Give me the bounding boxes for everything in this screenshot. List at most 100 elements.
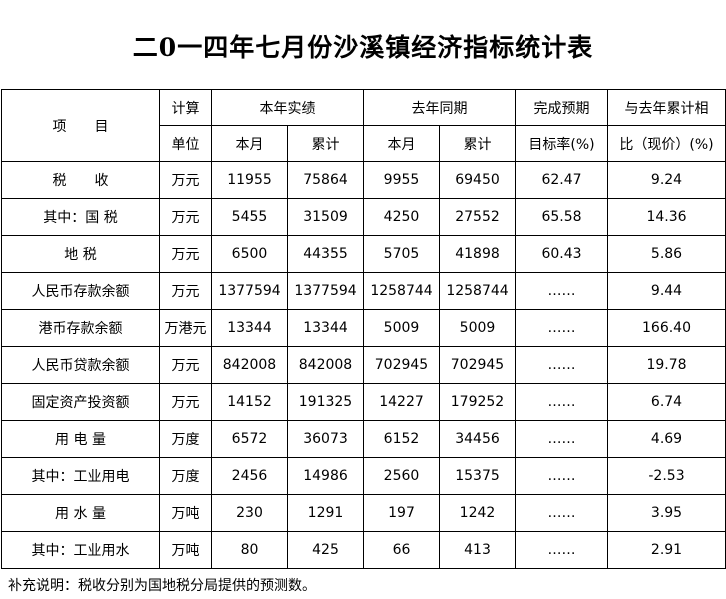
this-year-month-cell: 6500 xyxy=(211,235,288,273)
this-year-cumulative-cell: 1377594 xyxy=(287,272,364,310)
row-unit-cell: 万元 xyxy=(159,198,212,236)
this-year-cumulative-cell: 14986 xyxy=(287,457,364,495)
last-year-month-cell: 4250 xyxy=(363,198,440,236)
this-year-month-cell: 1377594 xyxy=(211,272,288,310)
row-name-cell: 用 水 量 xyxy=(1,494,160,532)
header-last-year-cumulative: 累计 xyxy=(439,125,516,162)
header-target-rate-bottom: 目标率(%) xyxy=(515,125,608,162)
this-year-month-cell: 5455 xyxy=(211,198,288,236)
target-rate-cell: …… xyxy=(515,457,608,495)
yoy-change-cell: 5.86 xyxy=(607,235,726,273)
header-this-year: 本年实绩 xyxy=(211,89,364,126)
table-row: 税 收万元 11955 75864 9955 69450 62.47 9.24 xyxy=(1,161,726,199)
last-year-cumulative-cell: 413 xyxy=(439,531,516,569)
this-year-month-cell: 13344 xyxy=(211,309,288,347)
this-year-month-cell: 842008 xyxy=(211,346,288,384)
yoy-change-cell: 3.95 xyxy=(607,494,726,532)
last-year-month-cell: 9955 xyxy=(363,161,440,199)
row-unit-cell: 万港元 xyxy=(159,309,212,347)
last-year-month-cell: 2560 xyxy=(363,457,440,495)
header-this-year-month: 本月 xyxy=(211,125,288,162)
header-calc: 计算 xyxy=(159,89,212,126)
row-name-cell: 用 电 量 xyxy=(1,420,160,458)
row-unit-cell: 万吨 xyxy=(159,494,212,532)
statistics-table: 项 目 计算 本年实绩 去年同期 完成预期 与去年累计相 单位 本月 累计 本月… xyxy=(1,89,726,569)
yoy-change-cell: 6.74 xyxy=(607,383,726,421)
this-year-month-cell: 6572 xyxy=(211,420,288,458)
target-rate-cell: …… xyxy=(515,531,608,569)
last-year-cumulative-cell: 27552 xyxy=(439,198,516,236)
header-row-2: 单位 本月 累计 本月 累计 目标率(%) 比（现价）(%) xyxy=(2,125,726,162)
this-year-cumulative-cell: 44355 xyxy=(287,235,364,273)
header-last-year: 去年同期 xyxy=(363,89,516,126)
last-year-cumulative-cell: 69450 xyxy=(439,161,516,199)
yoy-change-cell: 9.24 xyxy=(607,161,726,199)
header-target-rate-top: 完成预期 xyxy=(515,89,608,126)
row-name-cell: 税 收 xyxy=(1,161,160,199)
row-name-cell: 人民币贷款余额 xyxy=(1,346,160,384)
table-row: 用 电 量万度 6572 36073 6152 34456…… 4.69 xyxy=(1,420,726,458)
this-year-month-cell: 11955 xyxy=(211,161,288,199)
this-year-month-cell: 14152 xyxy=(211,383,288,421)
header-last-year-month: 本月 xyxy=(363,125,440,162)
yoy-change-cell: 9.44 xyxy=(607,272,726,310)
this-year-cumulative-cell: 36073 xyxy=(287,420,364,458)
yoy-change-cell: 14.36 xyxy=(607,198,726,236)
this-year-month-cell: 2456 xyxy=(211,457,288,495)
last-year-month-cell: 6152 xyxy=(363,420,440,458)
target-rate-cell: …… xyxy=(515,272,608,310)
last-year-month-cell: 702945 xyxy=(363,346,440,384)
target-rate-cell: …… xyxy=(515,383,608,421)
table-row: 地 税万元 6500 44355 5705 41898 60.43 5.86 xyxy=(1,235,726,273)
table-row: 人民币存款余额 万元 1377594 1377594 1258744 1258744…… 9… xyxy=(1,272,726,310)
last-year-cumulative-cell: 1242 xyxy=(439,494,516,532)
target-rate-cell: 60.43 xyxy=(515,235,608,273)
this-year-month-cell: 80 xyxy=(211,531,288,569)
table-row: 其中：工业用电 万度 2456 14986 2560 15375…… -2.53 xyxy=(1,457,726,495)
last-year-cumulative-cell: 34456 xyxy=(439,420,516,458)
target-rate-cell: …… xyxy=(515,420,608,458)
target-rate-cell: …… xyxy=(515,346,608,384)
row-name-cell: 其中：工业用水 xyxy=(1,531,160,569)
last-year-month-cell: 14227 xyxy=(363,383,440,421)
this-year-cumulative-cell: 75864 xyxy=(287,161,364,199)
row-name-cell: 港币存款余额 xyxy=(1,309,160,347)
table-row: 人民币贷款余额 万元 842008 842008 702945 702945…… 19.78 xyxy=(1,346,726,384)
table-row: 其中：工业用水 万吨 80 425 66 413…… 2.91 xyxy=(1,531,726,569)
header-yoy-bottom: 比（现价）(%) xyxy=(607,125,726,162)
this-year-cumulative-cell: 425 xyxy=(287,531,364,569)
last-year-month-cell: 5009 xyxy=(363,309,440,347)
row-name-cell: 其中：工业用电 xyxy=(1,457,160,495)
table-row: 港币存款余额 万港元 13344 13344 5009 5009…… 166.40 xyxy=(1,309,726,347)
this-year-cumulative-cell: 1291 xyxy=(287,494,364,532)
yoy-change-cell: 2.91 xyxy=(607,531,726,569)
row-unit-cell: 万元 xyxy=(159,383,212,421)
this-year-cumulative-cell: 31509 xyxy=(287,198,364,236)
row-unit-cell: 万度 xyxy=(159,457,212,495)
target-rate-cell: 62.47 xyxy=(515,161,608,199)
page-title: 二0一四年七月份沙溪镇经济指标统计表 xyxy=(132,33,594,62)
header-item: 项 目 xyxy=(1,89,160,162)
yoy-change-cell: 166.40 xyxy=(607,309,726,347)
header-yoy-top: 与去年累计相 xyxy=(607,89,726,126)
last-year-cumulative-cell: 702945 xyxy=(439,346,516,384)
table-row: 固定资产投资额 万元 14152 191325 14227 179252…… 6.74 xyxy=(1,383,726,421)
this-year-cumulative-cell: 13344 xyxy=(287,309,364,347)
row-unit-cell: 万元 xyxy=(159,235,212,273)
this-year-cumulative-cell: 191325 xyxy=(287,383,364,421)
header-unit: 单位 xyxy=(159,125,212,162)
footnote: 补充说明：税收分别为国地税分局提供的预测数。 xyxy=(8,578,316,594)
table-row: 其中：国 税万元 5455 31509 4250 27552 65.58 14.36 xyxy=(1,198,726,236)
row-name-cell: 其中：国 税 xyxy=(1,198,160,236)
row-name-cell: 地 税 xyxy=(1,235,160,273)
row-name-cell: 固定资产投资额 xyxy=(1,383,160,421)
target-rate-cell: 65.58 xyxy=(515,198,608,236)
header-row-1: 项 目 计算 本年实绩 去年同期 完成预期 与去年累计相 xyxy=(1,89,726,162)
this-year-cumulative-cell: 842008 xyxy=(287,346,364,384)
last-year-cumulative-cell: 179252 xyxy=(439,383,516,421)
row-unit-cell: 万元 xyxy=(159,272,212,310)
last-year-cumulative-cell: 41898 xyxy=(439,235,516,273)
target-rate-cell: …… xyxy=(515,494,608,532)
row-unit-cell: 万吨 xyxy=(159,531,212,569)
yoy-change-cell: 19.78 xyxy=(607,346,726,384)
